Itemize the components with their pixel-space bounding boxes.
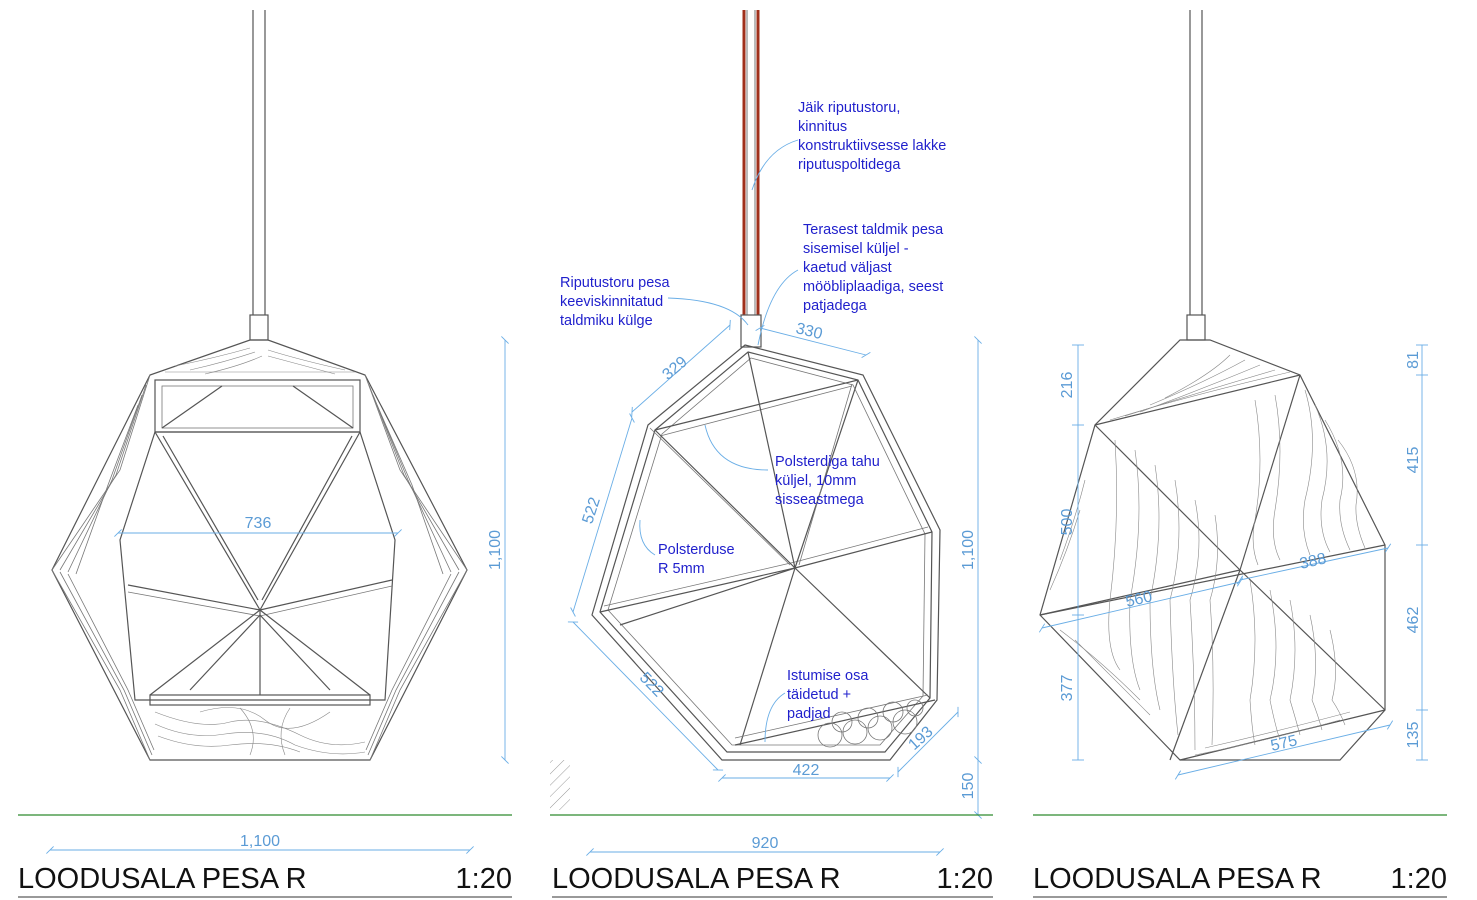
dim-line-560 (1038, 577, 1244, 633)
dim-height-1: 1,100 (487, 530, 504, 570)
front-side-bands (51, 374, 468, 761)
wall-hatch (550, 760, 570, 810)
dim-415: 415 (1405, 447, 1422, 474)
dim-line-193 (897, 706, 959, 778)
dim-377: 377 (1059, 675, 1076, 702)
dim-329: 329 (659, 353, 690, 383)
dim-193: 193 (905, 723, 936, 754)
note-seat: Istumise osa täidetud + padjad (787, 668, 872, 722)
dim-920: 920 (752, 835, 779, 852)
dim-150: 150 (960, 773, 977, 800)
dim-500: 500 (1059, 509, 1076, 536)
dim-462: 462 (1405, 607, 1422, 634)
dim-736: 736 (245, 515, 272, 532)
dim-line-388 (1236, 543, 1392, 585)
note-upholstery-radius: Polsterduse R 5mm (658, 542, 739, 577)
note-upholstery-face: Polsterdiga tahu küljel, 10mm sisseastme… (775, 454, 884, 508)
view-title-3: LOODUSALA PESA R (1033, 863, 1322, 895)
dim-216: 216 (1059, 372, 1076, 399)
dim-81: 81 (1405, 351, 1422, 369)
dim-height-2: 1,100 (960, 530, 977, 570)
dim-575: 575 (1269, 732, 1299, 755)
note-steel-frame: Terasest taldmik pesa sisemisel küljel -… (803, 222, 947, 314)
dim-135: 135 (1405, 722, 1422, 749)
view-title-1: LOODUSALA PESA R (18, 863, 307, 895)
view-scale-2: 1:20 (937, 863, 993, 895)
section-view: Jäik riputustoru, kinnitus konstruktiivs… (550, 10, 993, 898)
dim-330: 330 (794, 320, 824, 343)
dim-line-330 (755, 325, 871, 358)
section-outer-shell (591, 344, 941, 761)
dim-line-522a (570, 413, 635, 617)
dim-560: 560 (1124, 588, 1154, 611)
dim-388: 388 (1298, 550, 1328, 573)
side-outline (1039, 339, 1386, 761)
dim-422: 422 (793, 762, 820, 779)
view-title-2: LOODUSALA PESA R (552, 863, 841, 895)
front-top-grain (165, 347, 355, 375)
front-inner-frame (119, 379, 396, 706)
dim-522-lower: 522 (636, 669, 667, 700)
side-view: 216 500 377 81 415 462 135 560 388 575 L… (1033, 10, 1447, 898)
hanger-tube (740, 10, 762, 348)
note-weld: Riputustoru pesa keeviskinnitatud taldmi… (560, 275, 674, 329)
front-view: 736 1,100 1,100 LOODUSALA PESA R 1:20 (18, 10, 512, 898)
dim-line-522b (567, 621, 724, 771)
view-scale-1: 1:20 (456, 863, 512, 895)
front-bottom-grain (154, 707, 366, 756)
view-scale-3: 1:20 (1391, 863, 1447, 895)
hanger-rod-3 (1186, 10, 1206, 341)
front-outline (51, 339, 468, 761)
note-hanger-tube: Jäik riputustoru, kinnitus konstruktiivs… (798, 100, 950, 173)
section-inner-structure (599, 351, 936, 746)
hanger-rod (249, 10, 269, 341)
section-leaders (639, 139, 799, 743)
dim-width-1: 1,100 (240, 833, 280, 850)
dim-line-575 (1174, 720, 1394, 780)
dim-line-329 (631, 319, 731, 418)
